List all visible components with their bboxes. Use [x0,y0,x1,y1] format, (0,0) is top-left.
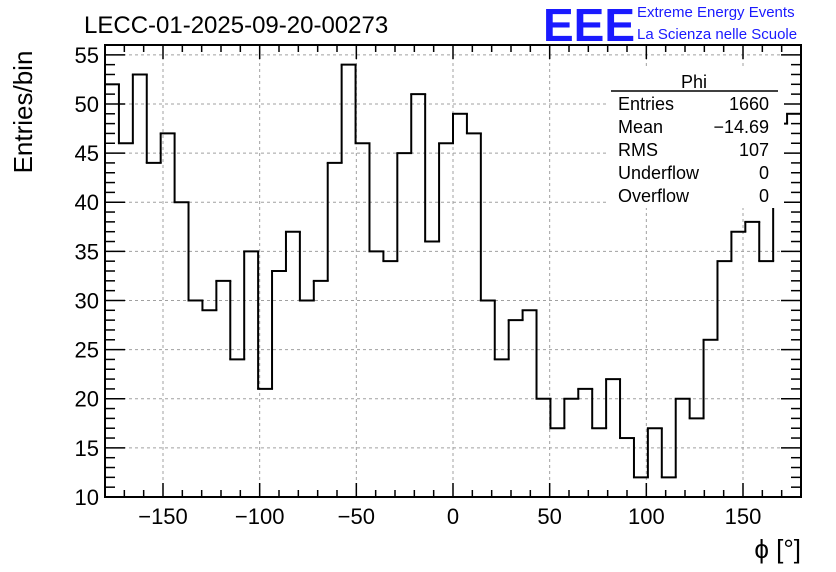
stats-row-label: Mean [618,117,663,137]
x-tick-label: 100 [628,504,665,529]
x-tick-label: −50 [338,504,375,529]
stats-row-label: Overflow [618,186,690,206]
x-tick-label: −150 [138,504,188,529]
y-tick-label: 15 [75,436,99,461]
stats-row-value: −14.69 [713,117,769,137]
y-axis-title: Entries/bin [8,51,38,174]
x-tick-label: −100 [235,504,285,529]
chart-title: LECC-01-2025-09-20-00273 [84,12,388,39]
stats-box: Phi Entries 1660 Mean −14.69 RMS 107 Underflow… [608,68,784,208]
eee-logo-line2: La Scienza nelle Scuole [637,26,797,43]
x-tick-labels: −150 −100 −50 0 50 100 150 [138,504,761,529]
y-tick-labels: 10 15 20 25 30 35 40 45 50 55 [75,43,99,510]
stats-row-value: 0 [759,163,769,183]
stats-title: Phi [681,72,707,92]
eee-logo: EEE Extreme Energy Events La Scienza nel… [543,0,797,51]
axis-ticks [104,44,802,498]
eee-logo-mark: EEE [543,0,635,51]
stats-row-label: Underflow [618,163,700,183]
x-tick-label: 50 [537,504,561,529]
stats-row-value: 1660 [729,94,769,114]
stats-row-value: 0 [759,186,769,206]
y-tick-label: 30 [75,288,99,313]
y-tick-label: 10 [75,485,99,510]
x-tick-label: 150 [725,504,762,529]
y-tick-label: 35 [75,239,99,264]
stats-row-value: 107 [739,140,769,160]
y-tick-label: 55 [75,43,99,68]
y-tick-label: 40 [75,190,99,215]
x-axis-title: ϕ [°] [754,534,801,564]
x-tick-label: 0 [447,504,459,529]
stats-row-label: RMS [618,140,658,160]
y-tick-label: 20 [75,387,99,412]
y-tick-label: 25 [75,338,99,363]
y-tick-label: 50 [75,92,99,117]
eee-logo-line1: Extreme Energy Events [637,4,795,21]
stats-rows: Entries 1660 Mean −14.69 RMS 107 Underflow 0 Ove… [618,94,769,206]
stats-row-label: Entries [618,94,674,114]
y-tick-label: 45 [75,141,99,166]
